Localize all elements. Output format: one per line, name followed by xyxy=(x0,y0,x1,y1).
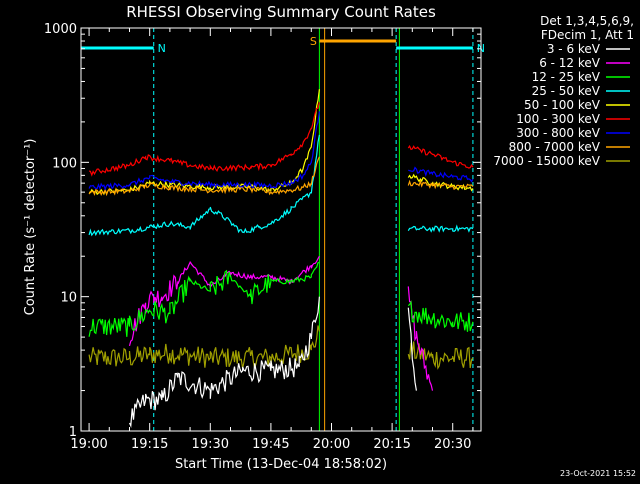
series-line-3-part-1 xyxy=(407,300,474,332)
flag-label-2: S xyxy=(310,35,317,48)
legend-label-7: 800 - 7000 keV xyxy=(509,140,601,154)
series-line-4-part-1 xyxy=(407,224,474,233)
legend-label-2: 12 - 25 keV xyxy=(532,70,601,84)
legend-header-line-1: Det 1,3,4,5,6,9, xyxy=(540,14,634,28)
series-line-8-part-1 xyxy=(407,144,474,169)
x-tick-label-1: 19:15 xyxy=(131,437,168,452)
generation-timestamp: 23-Oct-2021 15:52 xyxy=(560,469,636,478)
series-line-5-part-1 xyxy=(407,173,474,192)
flag-label-0: N xyxy=(158,42,166,55)
series-line-7-part-0 xyxy=(88,111,320,191)
x-tick-label-2: 19:30 xyxy=(192,437,229,452)
x-tick-label-3: 19:45 xyxy=(252,437,289,452)
legend-label-4: 50 - 100 keV xyxy=(524,98,601,112)
series-line-0-part-0 xyxy=(88,325,320,369)
series-line-2-part-0 xyxy=(128,255,320,347)
legend-header-line-2: FDecim 1, Att 1 xyxy=(541,28,634,42)
series-line-2-part-1 xyxy=(407,286,434,391)
legend-label-8: 7000 - 15000 keV xyxy=(493,154,600,168)
series-line-6-part-0 xyxy=(88,156,320,197)
legend-label-0: 3 - 6 keV xyxy=(547,42,601,56)
x-tick-label-6: 20:30 xyxy=(434,437,471,452)
series-line-3-part-0 xyxy=(88,261,320,337)
series-line-1-part-0 xyxy=(128,296,320,428)
series-line-7-part-1 xyxy=(408,166,474,183)
legend-label-6: 300 - 800 keV xyxy=(516,126,600,140)
x-tick-label-5: 20:15 xyxy=(373,437,410,452)
x-tick-label-4: 20:00 xyxy=(313,437,350,452)
y-tick-label-2: 100 xyxy=(52,156,77,171)
series-line-4-part-0 xyxy=(88,134,320,237)
chart-title: RHESSI Observing Summary Count Rates xyxy=(126,3,436,21)
series-line-6-part-1 xyxy=(407,179,474,191)
series-line-1-part-1 xyxy=(407,307,417,391)
y-tick-label-1: 10 xyxy=(60,291,77,306)
legend-label-3: 25 - 50 keV xyxy=(532,84,601,98)
x-tick-label-0: 19:00 xyxy=(70,437,107,452)
legend-label-5: 100 - 300 keV xyxy=(516,112,600,126)
y-tick-label-3: 1000 xyxy=(44,22,77,37)
y-axis-label: Count Rate (s⁻¹ detector⁻¹) xyxy=(23,139,38,316)
series-line-5-part-0 xyxy=(89,89,320,196)
plot-frame xyxy=(80,27,482,432)
x-axis-label: Start Time (13-Dec-04 18:58:02) xyxy=(175,457,387,472)
legend-label-1: 6 - 12 keV xyxy=(539,56,601,70)
series-line-8-part-0 xyxy=(88,102,320,177)
y-tick-label-0: 1 xyxy=(69,425,77,440)
